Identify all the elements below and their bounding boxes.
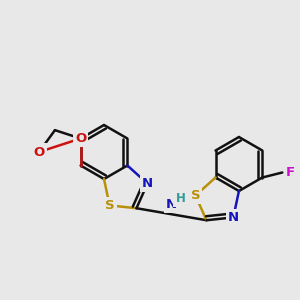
Text: N: N [228,211,239,224]
Text: S: S [105,199,114,212]
Text: F: F [286,166,295,179]
Text: H: H [176,192,185,205]
Text: N: N [166,198,177,211]
Text: O: O [33,146,45,158]
Text: N: N [142,177,153,190]
Text: O: O [75,132,86,145]
Text: S: S [191,189,200,202]
